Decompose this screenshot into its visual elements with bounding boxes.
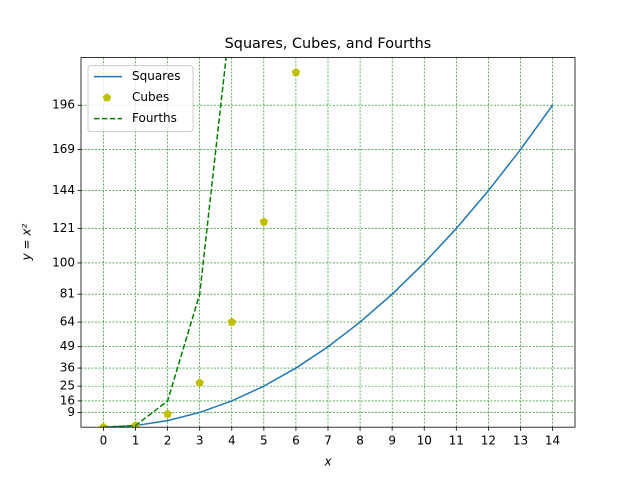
data-point <box>227 317 237 326</box>
y-tick-label: 36 <box>60 361 75 375</box>
legend-label: Cubes <box>132 90 169 104</box>
x-tick-label: 13 <box>513 434 528 448</box>
x-tick-label: 4 <box>228 434 236 448</box>
y-tick-label: 100 <box>52 255 75 269</box>
y-tick-label: 49 <box>60 339 75 353</box>
x-axis-label: x <box>323 455 332 469</box>
data-point <box>291 67 301 77</box>
data-point <box>195 378 204 387</box>
data-point <box>99 422 108 428</box>
data-point <box>163 409 172 418</box>
x-tick-label: 2 <box>164 434 172 448</box>
x-tick-label: 1 <box>132 434 140 448</box>
x-tick-label: 9 <box>388 434 396 448</box>
legend-box <box>87 65 194 133</box>
x-tick-label: 6 <box>292 434 300 448</box>
x-tick-label: 8 <box>356 434 364 448</box>
y-tick-label: 169 <box>52 142 75 156</box>
data-point <box>259 217 269 226</box>
x-tick-label: 5 <box>260 434 268 448</box>
y-axis-label: y = x² <box>20 223 34 261</box>
data-line <box>103 104 554 428</box>
y-tick-label: 16 <box>60 393 75 407</box>
data-point <box>131 421 140 428</box>
legend-label: Fourths <box>132 111 177 125</box>
plot-area <box>99 57 554 428</box>
x-tick-label: 10 <box>417 434 432 448</box>
legend-marker <box>102 93 112 102</box>
y-tick-label: 121 <box>52 221 75 235</box>
chart-title: Squares, Cubes, and Fourths <box>225 36 432 52</box>
x-tick-label: 14 <box>545 434 560 448</box>
y-tick-label: 64 <box>60 315 75 329</box>
x-tick-label: 7 <box>324 434 332 448</box>
y-tick-label: 196 <box>52 98 75 112</box>
y-tick-label: 81 <box>60 287 75 301</box>
x-tick-label: 0 <box>100 434 108 448</box>
axes-frame <box>80 57 576 428</box>
x-tick-label: 11 <box>449 434 464 448</box>
x-tick-label: 3 <box>196 434 204 448</box>
y-tick-label: 25 <box>60 379 75 393</box>
y-tick-label: 9 <box>67 405 75 419</box>
x-tick-label: 12 <box>481 434 496 448</box>
y-tick-label: 144 <box>52 183 75 197</box>
legend-label: Squares <box>132 69 181 83</box>
